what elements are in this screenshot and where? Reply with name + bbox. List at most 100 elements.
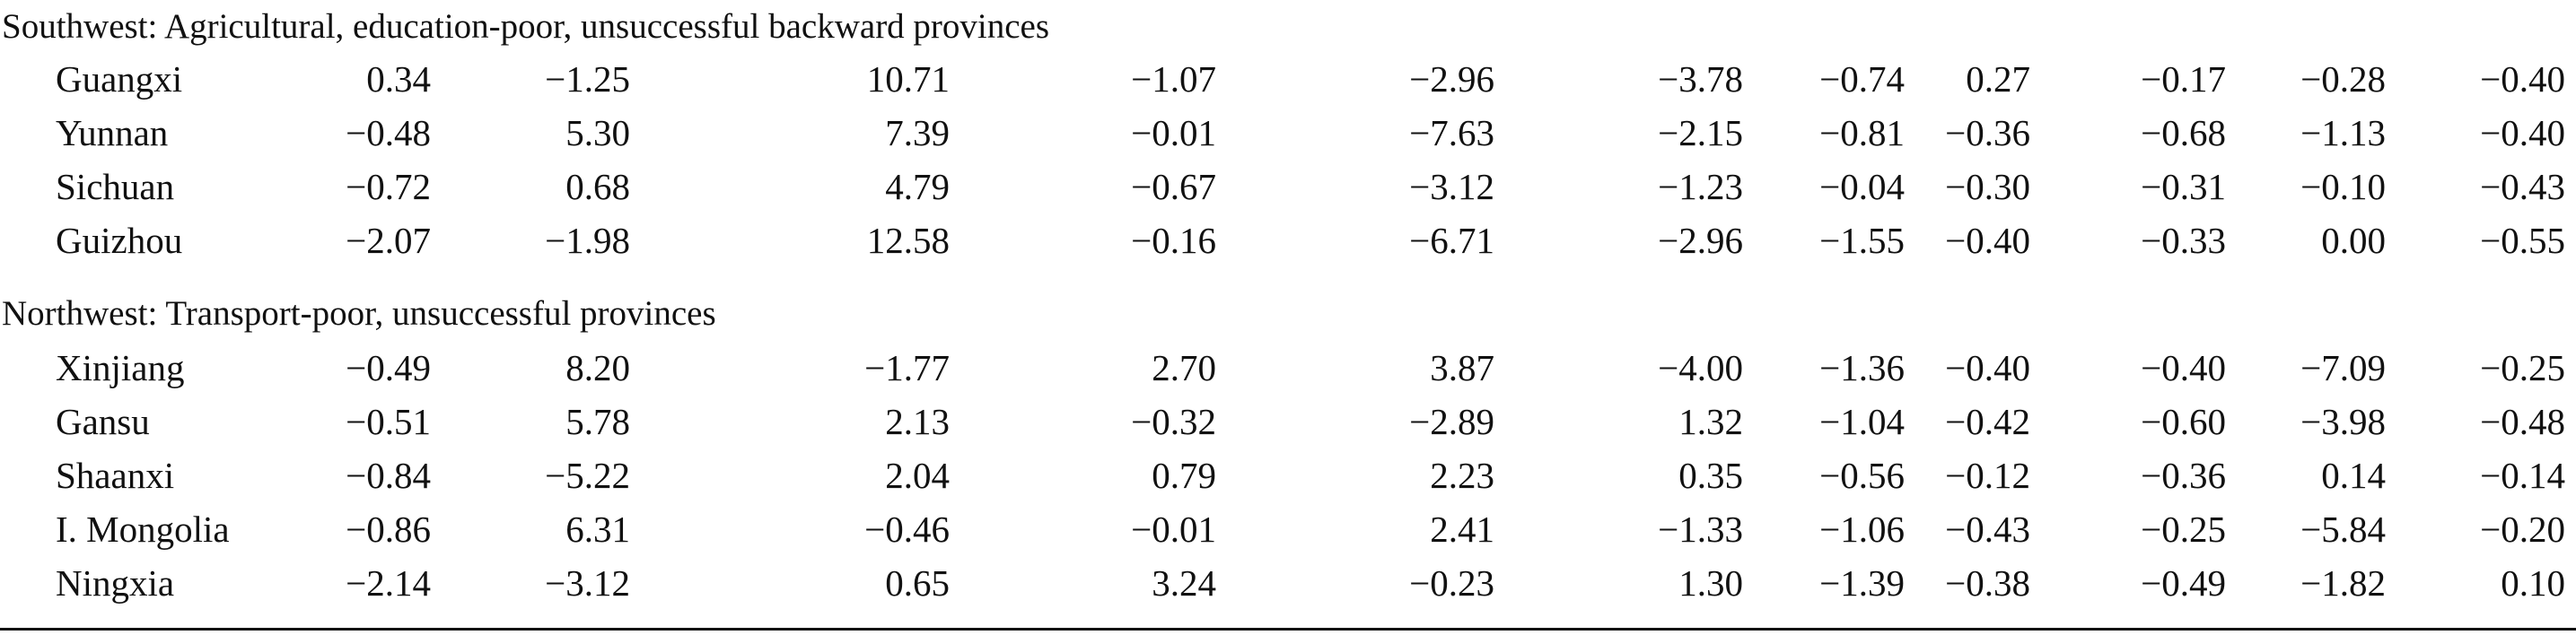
- table-cell: −7.63: [1409, 112, 1494, 153]
- table-cell: −0.72: [346, 166, 431, 207]
- table-cell: −0.16: [1131, 220, 1216, 261]
- table-cell: −0.30: [1945, 166, 2030, 207]
- table-cell: 2.04: [885, 455, 950, 496]
- table-cell: −1.77: [864, 347, 950, 388]
- table-cell: −0.01: [1131, 112, 1216, 153]
- table-cell: −0.49: [2141, 562, 2226, 604]
- table-cell: −3.12: [1409, 166, 1494, 207]
- table-cell: −5.22: [545, 455, 630, 496]
- table-cell: 8.20: [565, 347, 630, 388]
- table-cell: −0.12: [1945, 455, 2030, 496]
- table-cell: −0.23: [1409, 562, 1494, 604]
- table-cell: −0.43: [2480, 166, 2565, 207]
- table-cell: −0.28: [2300, 58, 2386, 100]
- table-row: Yunnan −0.48 5.30 7.39 −0.01 −7.63 −2.15…: [0, 106, 2576, 160]
- province-name: Ningxia: [56, 562, 175, 604]
- table-cell: 0.68: [565, 166, 630, 207]
- table-cell: −2.15: [1658, 112, 1743, 153]
- table-cell: −1.55: [1819, 220, 1905, 261]
- table-cell: 3.24: [1152, 562, 1216, 604]
- table-cell: 5.30: [565, 112, 630, 153]
- table-row: Guangxi 0.34 −1.25 10.71 −1.07 −2.96 −3.…: [0, 52, 2576, 106]
- table-cell: −0.74: [1819, 58, 1905, 100]
- table-cell: 10.71: [866, 58, 950, 100]
- table-cell: −0.46: [864, 509, 950, 550]
- table-cell: −0.40: [2480, 112, 2565, 153]
- table-cell: −1.82: [2300, 562, 2386, 604]
- table-cell: −0.38: [1945, 562, 2030, 604]
- table-cell: −1.33: [1658, 509, 1743, 550]
- table-cell: −3.12: [545, 562, 630, 604]
- table-row: Ningxia −2.14 −3.12 0.65 3.24 −0.23 1.30…: [0, 556, 2576, 610]
- table-cell: 0.35: [1678, 455, 1743, 496]
- province-name: Shaanxi: [56, 455, 175, 496]
- table-cell: −1.13: [2300, 112, 2386, 153]
- province-name: Sichuan: [56, 166, 175, 207]
- table-cell: 0.34: [366, 58, 431, 100]
- table-cell: −0.42: [1945, 401, 2030, 442]
- table-cell: 0.79: [1152, 455, 1216, 496]
- group-title-northwest: Northwest: Transport-poor, unsuccessful …: [2, 294, 716, 333]
- table-cell: −0.51: [346, 401, 431, 442]
- table-cell: −0.48: [2480, 401, 2565, 442]
- table-cell: 0.65: [885, 562, 950, 604]
- table-cell: −0.40: [1945, 220, 2030, 261]
- table-cell: −0.17: [2141, 58, 2226, 100]
- table-cell: −0.36: [2141, 455, 2226, 496]
- table-cell: 6.31: [565, 509, 630, 550]
- province-name: I. Mongolia: [56, 509, 230, 550]
- province-name: Yunnan: [56, 112, 169, 153]
- table-cell: −1.39: [1819, 562, 1905, 604]
- table-cell: −0.04: [1819, 166, 1905, 207]
- table-cell: −2.89: [1409, 401, 1494, 442]
- table-cell: −0.40: [2480, 58, 2565, 100]
- table-cell: −0.36: [1945, 112, 2030, 153]
- table-cell: −1.36: [1819, 347, 1905, 388]
- table-cell: 0.27: [1966, 58, 2030, 100]
- province-name: Gansu: [56, 401, 150, 442]
- table-cell: −0.01: [1131, 509, 1216, 550]
- table-cell: −6.71: [1409, 220, 1494, 261]
- table-cell: −0.49: [346, 347, 431, 388]
- table-cell: 0.10: [2501, 562, 2565, 604]
- table-cell: 2.70: [1152, 347, 1216, 388]
- table-cell: −0.48: [346, 112, 431, 153]
- table-cell: −0.40: [2141, 347, 2226, 388]
- table-cell: 0.14: [2321, 455, 2386, 496]
- table-cell: −0.84: [346, 455, 431, 496]
- table-cell: −1.25: [545, 58, 630, 100]
- table-cell: −7.09: [2300, 347, 2386, 388]
- table-row: Sichuan −0.72 0.68 4.79 −0.67 −3.12 −1.2…: [0, 160, 2576, 213]
- table-cell: −0.10: [2300, 166, 2386, 207]
- table-cell: −1.98: [545, 220, 630, 261]
- province-name: Guangxi: [56, 58, 183, 100]
- table-cell: 4.79: [885, 166, 950, 207]
- table-cell: −0.56: [1819, 455, 1905, 496]
- table-cell: 0.00: [2321, 220, 2386, 261]
- table-cell: −0.33: [2141, 220, 2226, 261]
- table-row: I. Mongolia −0.86 6.31 −0.46 −0.01 2.41 …: [0, 502, 2576, 556]
- table-cell: −0.86: [346, 509, 431, 550]
- table-cell: −0.25: [2480, 347, 2565, 388]
- table-cell: 1.30: [1678, 562, 1743, 604]
- table-cell: −3.98: [2300, 401, 2386, 442]
- table-cell: −3.78: [1658, 58, 1743, 100]
- table-cell: −0.67: [1131, 166, 1216, 207]
- table-cell: −1.23: [1658, 166, 1743, 207]
- table-cell: −2.96: [1658, 220, 1743, 261]
- table-cell: −0.32: [1131, 401, 1216, 442]
- table-cell: −0.20: [2480, 509, 2565, 550]
- table-cell: −2.14: [346, 562, 431, 604]
- table-cell: −0.60: [2141, 401, 2226, 442]
- table-cell: −4.00: [1658, 347, 1743, 388]
- group-title-southwest: Southwest: Agricultural, education-poor,…: [2, 7, 1050, 46]
- table-cell: −2.96: [1409, 58, 1494, 100]
- table-row: Xinjiang −0.49 8.20 −1.77 2.70 3.87 −4.0…: [0, 341, 2576, 395]
- table-cell: −1.07: [1131, 58, 1216, 100]
- table-cell: 2.13: [885, 401, 950, 442]
- table-cell: −0.31: [2141, 166, 2226, 207]
- table-cell: −1.06: [1819, 509, 1905, 550]
- table-bottom-rule: [0, 628, 2576, 631]
- table-cell: −5.84: [2300, 509, 2386, 550]
- table-cell: 2.23: [1430, 455, 1494, 496]
